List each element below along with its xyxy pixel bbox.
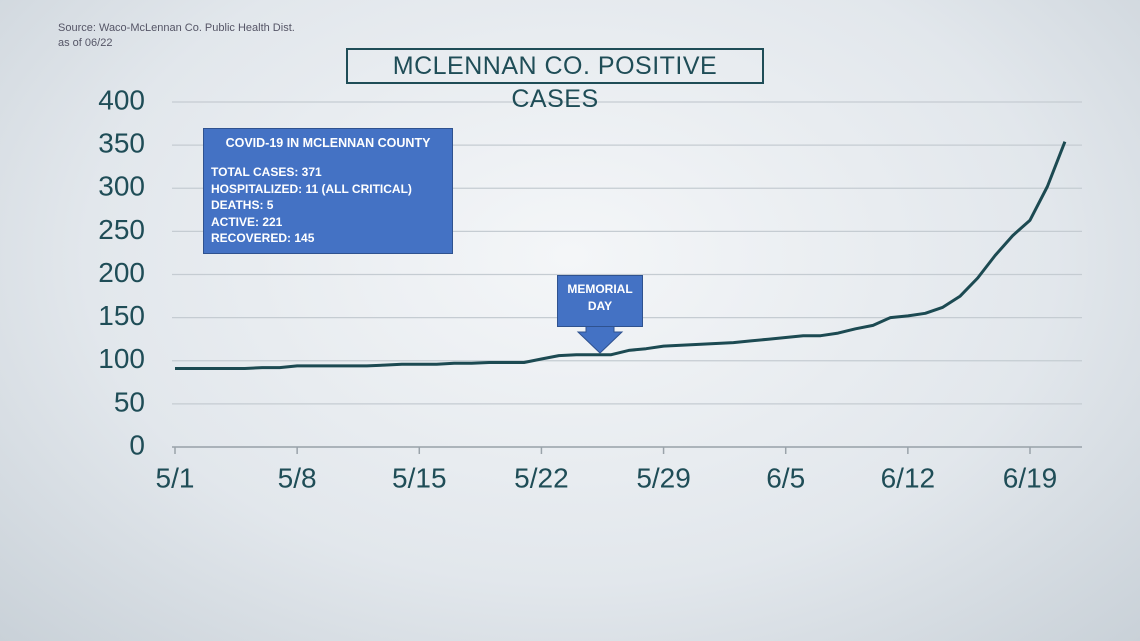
y-tick-label: 150 bbox=[98, 300, 145, 331]
info-line: RECOVERED: 145 bbox=[211, 231, 315, 245]
x-tick-label: 5/1 bbox=[156, 462, 195, 493]
info-line: HOSPITALIZED: 11 (ALL CRITICAL) bbox=[211, 181, 412, 196]
info-line: DEATHS: 5 bbox=[211, 198, 274, 212]
info-box: COVID-19 IN MCLENNAN COUNTY TOTAL CASES: … bbox=[203, 128, 453, 254]
info-line: ACTIVE: 221 bbox=[211, 214, 283, 229]
x-tick-label: 5/8 bbox=[278, 462, 317, 493]
x-tick-label: 5/29 bbox=[636, 462, 691, 493]
annotation: MEMORIAL DAY bbox=[557, 275, 643, 327]
y-tick-label: 50 bbox=[114, 386, 145, 417]
y-tick-label: 400 bbox=[98, 84, 145, 115]
y-tick-label: 100 bbox=[98, 343, 145, 374]
annotation-arrow bbox=[576, 325, 624, 354]
x-tick-label: 6/5 bbox=[766, 462, 805, 493]
info-title: COVID-19 IN MCLENNAN COUNTY bbox=[225, 136, 431, 150]
x-tick-label: 6/12 bbox=[881, 462, 936, 493]
x-tick-label: 5/15 bbox=[392, 462, 447, 493]
y-tick-label: 200 bbox=[98, 257, 145, 288]
y-tick-label: 250 bbox=[98, 214, 145, 245]
as-of: as of 06/22 bbox=[58, 37, 113, 49]
y-tick-label: 300 bbox=[98, 171, 145, 202]
x-tick-label: 5/22 bbox=[514, 462, 569, 493]
x-tick-label: 6/19 bbox=[1003, 462, 1058, 493]
y-tick-label: 350 bbox=[98, 128, 145, 159]
y-tick-label: 0 bbox=[129, 429, 145, 460]
chart-title: MCLENNAN CO. POSITIVE CASES bbox=[346, 48, 764, 113]
source: Source: Waco-McLennan Co. Public Health … bbox=[58, 22, 295, 34]
info-line: TOTAL CASES: 371 bbox=[211, 165, 322, 179]
line bbox=[175, 141, 1067, 370]
